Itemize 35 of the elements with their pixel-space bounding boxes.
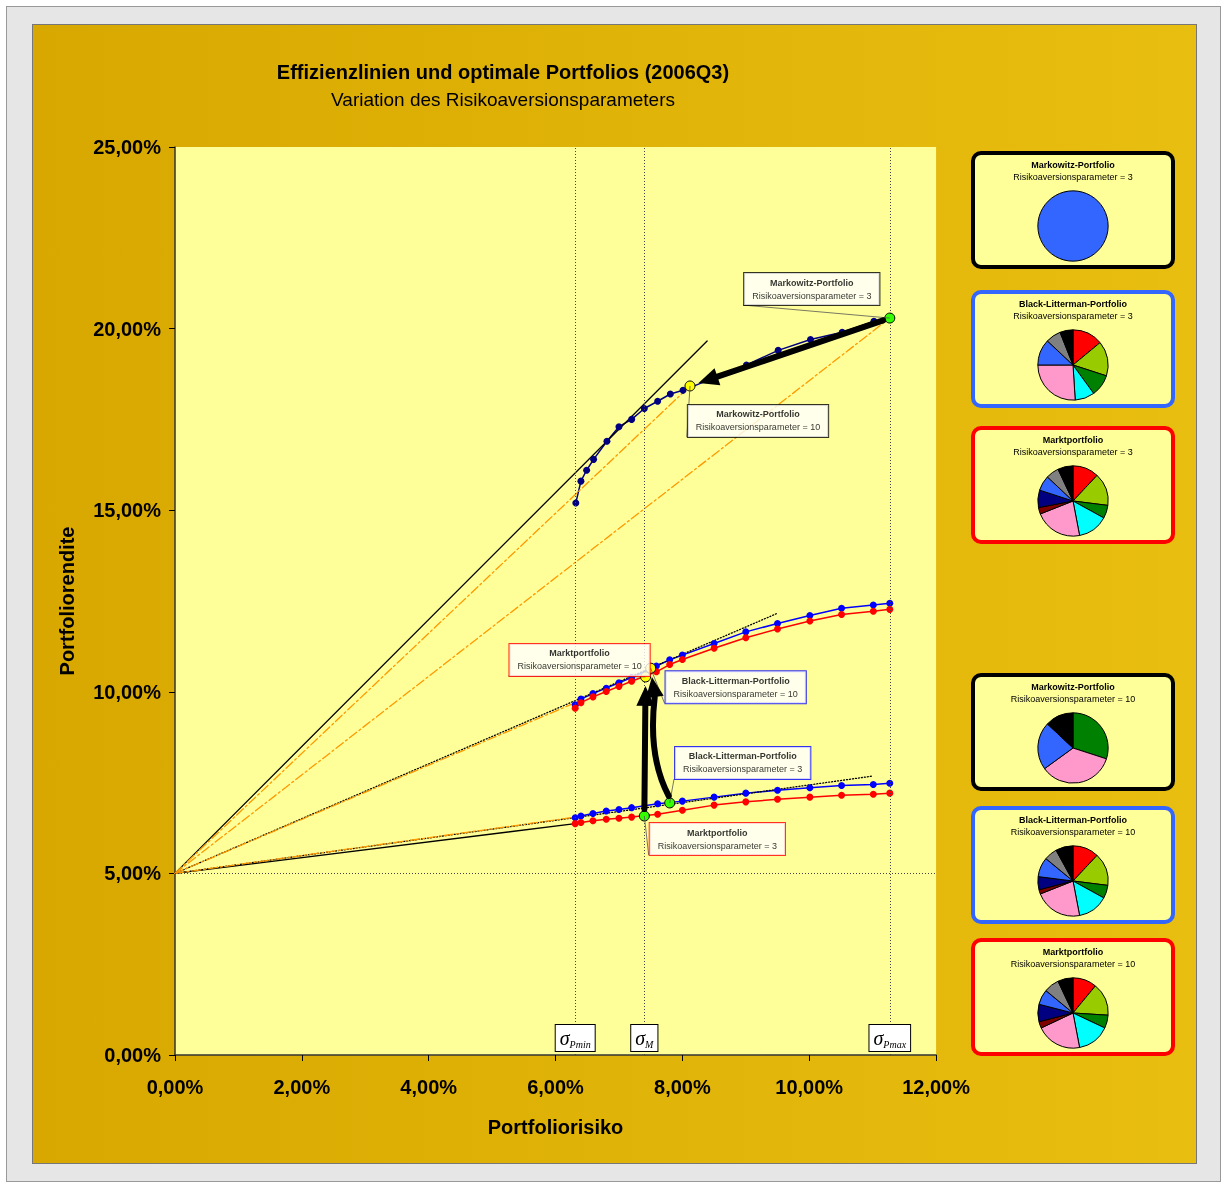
chart-title: Marktportfolio [1041, 947, 1105, 957]
y-tick-label: 5,00% [104, 862, 162, 885]
chart-title: Markowitz-Portfolio [1030, 160, 1116, 170]
y-tick-label: 0,00% [104, 1044, 162, 1066]
chart-title: Marktportfolio [1041, 435, 1105, 445]
x-tick-label: 8,00% [654, 1076, 711, 1098]
chart-subtitle: Risikoaversionsparameter = 10 [1009, 827, 1137, 837]
chart-subtitle: Risikoaversionsparameter = 3 [1012, 311, 1134, 321]
chart-title: Black-Litterman-Portfolio [1018, 299, 1128, 309]
y-tick-label: 25,00% [93, 136, 162, 158]
chart-subtitle: Risikoaversionsparameter = 3 [1012, 447, 1134, 457]
x-tick-label: 12,00% [902, 1076, 971, 1098]
annotation: Markowitz-Portfolio Risikoaversionsparameter = 3 [752, 277, 872, 301]
x-tick-label: 2,00% [273, 1076, 331, 1098]
chart-subtitle: Variation des Risikoaversionsparameters [331, 89, 675, 110]
chart-subtitle: Risikoaversionsparameter = 10 [1009, 694, 1137, 704]
annotation: Black-Litterman-Portfolio Risikoaversionsparameter = 10 [673, 675, 798, 699]
x-tick-label: 10,00% [775, 1076, 844, 1098]
y-tick-label: 20,00% [93, 317, 162, 340]
chart-title: Black-Litterman-Portfolio [1018, 815, 1128, 825]
y-axis-title: Portfoliorendite [56, 526, 78, 676]
x-axis-title: Portfoliorisiko [487, 1116, 624, 1138]
y-tick-label: 10,00% [93, 680, 162, 703]
x-tick-label: 0,00% [146, 1076, 204, 1098]
annotation: Marktportfolio Risikoaversionsparameter = 10 [517, 648, 642, 672]
annotation: Marktportfolio Risikoaversionsparameter = 3 [657, 827, 777, 851]
x-tick-label: 4,00% [400, 1076, 458, 1098]
chart-subtitle: Risikoaversionsparameter = 10 [1009, 959, 1137, 969]
x-tick-label: 6,00% [527, 1076, 585, 1098]
annotation: Black-Litterman-Portfolio Risikoaversionsparameter = 3 [683, 751, 803, 775]
annotation: Markowitz-Portfolio Risikoaversionsparameter = 10 [695, 409, 821, 433]
y-tick-label: 15,00% [93, 499, 162, 522]
chart-title: Effizienzlinien und optimale Portfolios (2006Q3) [276, 61, 730, 83]
chart-title: Markowitz-Portfolio [1030, 682, 1116, 692]
chart-subtitle: Risikoaversionsparameter = 3 [1012, 172, 1134, 182]
